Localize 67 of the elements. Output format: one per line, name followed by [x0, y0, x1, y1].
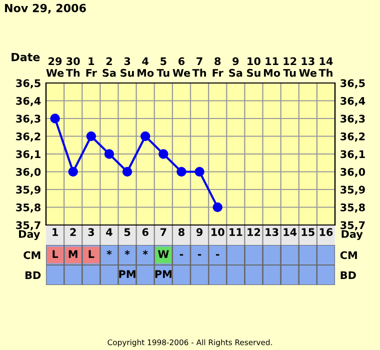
- x-tick-label: 5: [124, 228, 130, 236]
- y-tick-label: 36,0: [16, 168, 41, 178]
- chart-title: Nov 29, 2006: [5, 4, 86, 14]
- text: -: [198, 254, 202, 256]
- x-tick-label: 13: [266, 228, 278, 236]
- y-tick-label: 35,8: [16, 203, 40, 213]
- point: [212, 202, 222, 212]
- point: [50, 114, 60, 124]
- y-tick-label: 36,4: [16, 96, 41, 106]
- y-tick-label: 36,5: [16, 79, 40, 88]
- text: *: [142, 250, 148, 255]
- x-tick-label: 7 Th: [192, 57, 206, 77]
- x-tick-label: 12: [248, 228, 260, 236]
- x-tick-label: 12 Tu: [283, 57, 296, 77]
- y-tick-label: 36,3: [16, 114, 40, 124]
- text: *: [124, 250, 130, 255]
- text: Day: [342, 230, 363, 240]
- y-tick-label: 35,7: [16, 221, 40, 230]
- x-tick-label: 11 Mo: [264, 57, 280, 77]
- x-tick-label: 16: [320, 228, 333, 236]
- point: [122, 166, 132, 177]
- x-tick-label: 2: [70, 228, 76, 236]
- x-axis-title: Date: [12, 52, 40, 62]
- x-tick-label: 6 We: [172, 57, 190, 77]
- text: L: [88, 250, 94, 258]
- x-tick-label: 10 Su: [247, 57, 260, 77]
- x-tick-label: 14 Th: [318, 57, 333, 77]
- y-tick-label: 36,2: [16, 132, 40, 142]
- x-tick-label: 10: [212, 228, 224, 236]
- x-tick-label: 4: [106, 228, 112, 236]
- point: [194, 166, 204, 177]
- text: M: [68, 250, 78, 258]
- y-tick-label: 35,9: [16, 186, 40, 195]
- x-tick-label: 1 Fr: [86, 57, 97, 77]
- text: -: [180, 254, 184, 256]
- x-tick-label: 9 Sa: [229, 57, 242, 77]
- text: *: [106, 250, 112, 255]
- x-tick-label: 4 Mo: [138, 57, 154, 77]
- point: [140, 131, 150, 142]
- text: -: [216, 254, 220, 256]
- point: [104, 149, 114, 159]
- x-tick-label: 5 Tu: [156, 57, 170, 77]
- x-tick-label: 14: [284, 228, 297, 236]
- x-tick-label: 8: [178, 228, 184, 236]
- x-tick-label: 7: [160, 228, 166, 236]
- x-tick-label: 2 Sa: [102, 57, 116, 77]
- text: PM: [119, 270, 136, 278]
- x-axis-title: Day: [19, 230, 40, 240]
- point: [68, 166, 78, 177]
- point: [158, 149, 168, 159]
- x-tick-label: 3: [88, 228, 94, 236]
- x-tick-label: 3 Su: [120, 57, 134, 77]
- point: [86, 131, 96, 142]
- x-tick-label: 1: [52, 228, 58, 236]
- text: L: [52, 250, 58, 258]
- x-tick-label: 13 We: [299, 57, 316, 77]
- x-tick-label: 6: [142, 228, 148, 236]
- x-tick-label: 11: [230, 228, 242, 236]
- y-tick-label: 36,1: [16, 150, 40, 160]
- x-tick-label: 29 We: [46, 57, 64, 77]
- x-tick-label: 8 Fr: [212, 57, 224, 77]
- x-tick-label: 15: [302, 228, 314, 236]
- x-tick-label: 30 Th: [66, 57, 80, 77]
- point: [176, 166, 186, 177]
- text: PM: [155, 270, 172, 278]
- x-tick-label: 9: [196, 228, 202, 236]
- text: W: [158, 250, 169, 258]
